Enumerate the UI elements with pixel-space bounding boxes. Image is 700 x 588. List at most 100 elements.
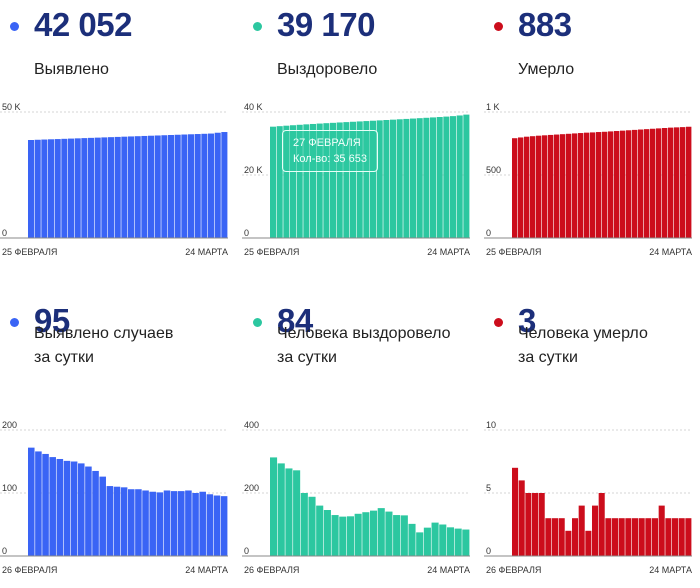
- bar[interactable]: [596, 132, 602, 238]
- bar[interactable]: [128, 489, 135, 556]
- bar[interactable]: [665, 518, 672, 556]
- bar[interactable]: [330, 122, 337, 238]
- bar[interactable]: [545, 518, 552, 556]
- bar[interactable]: [285, 468, 293, 556]
- bar[interactable]: [92, 470, 99, 556]
- bar[interactable]: [572, 133, 578, 238]
- bar[interactable]: [276, 126, 283, 238]
- bar[interactable]: [70, 461, 78, 557]
- bar[interactable]: [336, 122, 343, 238]
- bar[interactable]: [598, 493, 605, 556]
- bar[interactable]: [558, 518, 565, 556]
- bar[interactable]: [296, 124, 303, 238]
- bar[interactable]: [61, 138, 68, 238]
- bar[interactable]: [42, 453, 49, 556]
- bar[interactable]: [608, 131, 614, 238]
- bar[interactable]: [201, 133, 208, 238]
- bar[interactable]: [592, 505, 599, 556]
- bar[interactable]: [178, 491, 185, 556]
- bar[interactable]: [668, 127, 674, 238]
- bar[interactable]: [194, 134, 201, 238]
- bar[interactable]: [525, 493, 532, 556]
- bar[interactable]: [156, 492, 164, 556]
- bar[interactable]: [163, 490, 171, 556]
- bar[interactable]: [199, 491, 206, 556]
- bar[interactable]: [548, 134, 554, 238]
- bar[interactable]: [674, 127, 680, 238]
- bar[interactable]: [63, 460, 71, 556]
- bar[interactable]: [416, 118, 423, 238]
- bar[interactable]: [416, 532, 424, 556]
- bar[interactable]: [518, 480, 525, 556]
- bar[interactable]: [439, 524, 447, 557]
- bar[interactable]: [390, 119, 397, 238]
- bar[interactable]: [220, 496, 228, 556]
- bar[interactable]: [181, 134, 188, 238]
- chart-recovered-daily[interactable]: 0 200 400 26 ФЕВРАЛЯ 24 МАРТА: [242, 420, 472, 580]
- bar[interactable]: [645, 518, 652, 556]
- bar[interactable]: [436, 117, 443, 238]
- bar[interactable]: [174, 134, 181, 238]
- bar[interactable]: [680, 127, 686, 238]
- bar[interactable]: [423, 117, 430, 238]
- bar[interactable]: [154, 135, 161, 238]
- bar[interactable]: [652, 518, 659, 556]
- bar[interactable]: [408, 523, 416, 556]
- bar[interactable]: [41, 139, 48, 238]
- bar[interactable]: [148, 135, 155, 238]
- chart-detected-total[interactable]: 0 50 K 25 ФЕВРАЛЯ 24 МАРТА: [0, 102, 230, 262]
- bar[interactable]: [658, 505, 665, 556]
- bar[interactable]: [68, 138, 75, 238]
- bar[interactable]: [572, 518, 579, 556]
- bar[interactable]: [656, 128, 662, 238]
- bar[interactable]: [393, 515, 401, 556]
- bar[interactable]: [443, 116, 450, 238]
- bar[interactable]: [450, 116, 457, 238]
- bar[interactable]: [350, 121, 357, 238]
- bar[interactable]: [149, 491, 156, 556]
- bar[interactable]: [638, 518, 645, 556]
- bar[interactable]: [403, 118, 410, 238]
- bar[interactable]: [283, 125, 290, 238]
- bar[interactable]: [113, 486, 121, 556]
- bar[interactable]: [310, 123, 317, 238]
- bar[interactable]: [625, 518, 632, 556]
- bar[interactable]: [213, 495, 221, 556]
- bar[interactable]: [206, 494, 214, 556]
- bar[interactable]: [185, 490, 192, 556]
- bar[interactable]: [54, 139, 61, 238]
- bar[interactable]: [578, 505, 585, 556]
- bar[interactable]: [376, 120, 383, 238]
- bar[interactable]: [512, 138, 518, 238]
- bar[interactable]: [49, 457, 56, 556]
- bar[interactable]: [512, 467, 519, 556]
- bar[interactable]: [565, 530, 572, 556]
- bar[interactable]: [300, 493, 308, 556]
- bar[interactable]: [614, 131, 620, 238]
- bar[interactable]: [463, 114, 470, 238]
- bar[interactable]: [343, 122, 350, 238]
- bar[interactable]: [192, 493, 199, 556]
- bar[interactable]: [270, 126, 277, 238]
- bar[interactable]: [48, 139, 55, 238]
- bar[interactable]: [134, 136, 141, 238]
- bar[interactable]: [121, 136, 128, 238]
- chart-recovered-total[interactable]: 0 20 K 40 K 25 ФЕВРАЛЯ 24 МАРТА: [242, 102, 472, 262]
- bar[interactable]: [685, 518, 692, 556]
- bar[interactable]: [536, 135, 542, 238]
- bar[interactable]: [644, 129, 650, 238]
- bar[interactable]: [94, 137, 101, 238]
- bar[interactable]: [221, 132, 228, 238]
- bar[interactable]: [638, 129, 644, 238]
- bar[interactable]: [612, 518, 619, 556]
- bar[interactable]: [85, 466, 92, 556]
- chart-deaths-total[interactable]: 0 500 1 K 25 ФЕВРАЛЯ 24 МАРТА: [484, 102, 694, 262]
- bar[interactable]: [331, 515, 339, 556]
- bar[interactable]: [632, 129, 638, 238]
- bar[interactable]: [554, 134, 560, 238]
- bar[interactable]: [410, 118, 417, 238]
- bar[interactable]: [626, 130, 632, 238]
- bar[interactable]: [585, 530, 592, 556]
- bar[interactable]: [560, 134, 566, 238]
- bar[interactable]: [88, 137, 95, 238]
